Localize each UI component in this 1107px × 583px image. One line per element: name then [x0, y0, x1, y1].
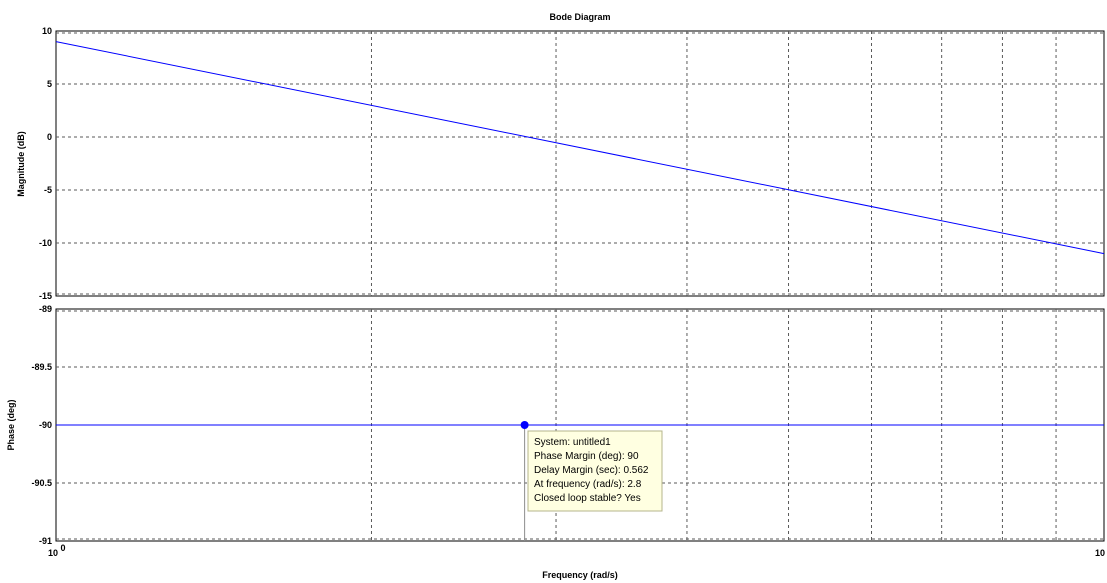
phase-ytick-label: -90.5	[31, 478, 52, 488]
magnitude-tick-labels: 10 5 0 -5 -10 -15	[39, 26, 52, 301]
phase-ytick-label: -89	[39, 304, 52, 314]
magnitude-ytick-label: 5	[47, 79, 52, 89]
datatip-box	[527, 430, 663, 512]
phase-ytick-label: -91	[39, 536, 52, 546]
phase-ytick-label: -89.5	[31, 362, 52, 372]
datatip-line-delay-margin: Delay Margin (sec): 0.562	[534, 465, 649, 476]
magnitude-line	[55, 41, 1105, 255]
frequency-tick-label: 10	[48, 548, 58, 558]
frequency-tick-label: 10	[1095, 548, 1105, 558]
magnitude-ytick-label: 10	[42, 26, 52, 36]
datatip-line-frequency: At frequency (rad/s): 2.8	[534, 479, 642, 490]
datatip-line-stability: Closed loop stable? Yes	[534, 493, 641, 504]
magnitude-grid	[56, 31, 1104, 296]
datatip-line-system: System: untitled1	[534, 437, 611, 448]
datatip-line-phase-margin: Phase Margin (deg): 90	[534, 451, 639, 462]
phase-tick-labels: -89 -89.5 -90 -90.5 -91	[31, 304, 52, 546]
frequency-tick-labels: 10 0 10	[48, 543, 1105, 558]
magnitude-axis-label: Magnitude (dB)	[16, 131, 26, 197]
phase-margin-point	[520, 421, 529, 429]
magnitude-axes-frame	[55, 30, 1105, 297]
phase-axis-label: Phase (deg)	[6, 399, 16, 450]
magnitude-ytick-label: -5	[44, 185, 52, 195]
magnitude-ytick-label: -10	[39, 238, 52, 248]
phase-ytick-label: -90	[39, 420, 52, 430]
phase-margin-marker-layer	[520, 421, 529, 541]
magnitude-ytick-label: 0	[47, 132, 52, 142]
magnitude-panel: 10 5 0 -5 -10 -15 Magnitude (dB)	[16, 26, 1105, 301]
phase-margin-datatip[interactable]: System: untitled1 Phase Margin (deg): 90…	[527, 430, 663, 512]
frequency-axis-label: Frequency (rad/s)	[542, 570, 618, 580]
frequency-tick-exponent: 0	[60, 543, 65, 553]
magnitude-ytick-label: -15	[39, 291, 52, 301]
chart-title: Bode Diagram	[549, 12, 610, 22]
magnitude-series	[55, 41, 1105, 255]
